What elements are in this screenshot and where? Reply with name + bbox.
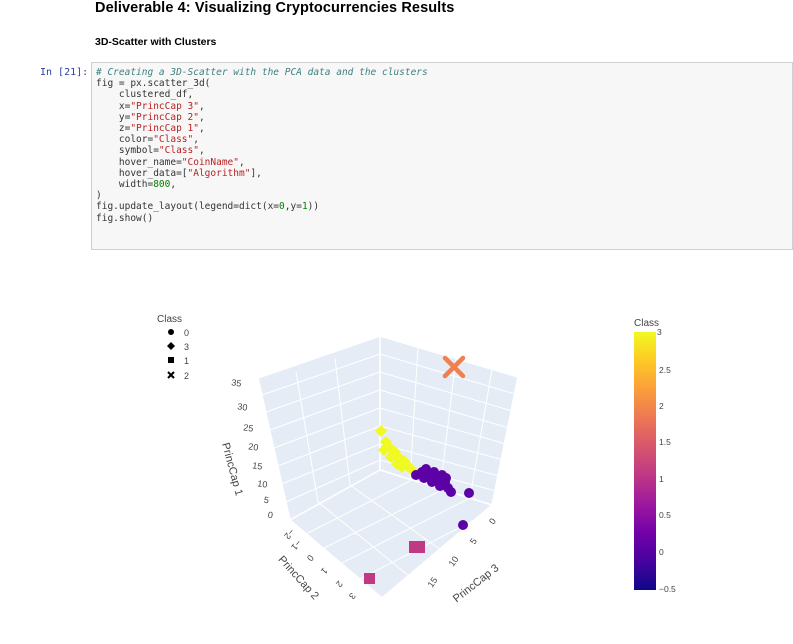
code-comment: # Creating a 3D-Scatter with the PCA dat… (96, 67, 428, 78)
code-line: clustered_df, (96, 89, 194, 101)
legend-label[interactable]: 0 (184, 328, 189, 338)
x-tick: 5 (468, 536, 479, 546)
code-text: y= (96, 111, 131, 123)
y-tick: 3 (347, 591, 358, 601)
series-class-0[interactable] (411, 464, 474, 530)
code-number: 1 (301, 201, 308, 213)
code-string: "Algorithm" (187, 167, 251, 179)
legend-label[interactable]: 3 (184, 342, 189, 352)
diamond-icon (167, 342, 175, 350)
code-text: width= (96, 179, 154, 191)
legend-label[interactable]: 2 (184, 371, 189, 381)
code-text: z= (96, 123, 131, 135)
code-text: ,y= (284, 201, 302, 213)
x-tick: 0 (487, 516, 498, 526)
x-axis-title: PrincCap 3 (451, 562, 501, 605)
code-number: 0 (279, 201, 285, 213)
data-point[interactable] (464, 488, 474, 498)
code-text: x= (96, 100, 131, 112)
colorbar-title: Class (634, 318, 659, 329)
x-tick: 15 (426, 575, 440, 589)
z-tick: 10 (257, 478, 268, 489)
z-tick: 35 (231, 377, 242, 388)
data-point[interactable] (375, 425, 387, 437)
colorbar-tick: 3 (657, 327, 662, 337)
code-text: hover_name= (96, 156, 182, 168)
colorbar-tick: 0.5 (659, 510, 671, 520)
y-tick: 2 (334, 579, 345, 589)
z-tick: 20 (248, 441, 259, 452)
code-string: "PrincCap 1" (130, 123, 199, 135)
colorbar: Class 3 2.5 2 1.5 1 0.5 0 −0.5 (634, 318, 676, 594)
code-text: , (198, 123, 205, 135)
legend[interactable]: Class 0 3 1 2 (157, 314, 189, 381)
code-text: , (198, 100, 205, 112)
code-line: fig.show() (96, 212, 154, 224)
colorbar-tick: 1.5 (659, 437, 671, 447)
y-tick: 1 (319, 566, 330, 576)
code-string: "Class" (153, 134, 194, 146)
z-tick: 5 (263, 495, 269, 506)
data-point[interactable] (385, 451, 397, 463)
z-tick: 15 (252, 460, 263, 471)
floor (288, 469, 494, 599)
scene-3d[interactable] (257, 334, 519, 599)
code-text: ], (250, 167, 262, 179)
code-string: "Class" (158, 145, 199, 157)
data-point[interactable] (364, 573, 375, 584)
data-point-stroke[interactable] (442, 355, 466, 379)
z-tick: 0 (267, 510, 273, 521)
colorbar-tick: 0 (659, 547, 664, 557)
colorbar-tick: 1 (659, 474, 664, 484)
section-heading: Deliverable 4: Visualizing Cryptocurrenc… (95, 0, 455, 16)
series-class-3[interactable] (375, 425, 418, 476)
code-cell[interactable]: # Creating a 3D-Scatter with the PCA dat… (91, 62, 793, 250)
data-point[interactable] (409, 541, 425, 553)
code-text: fig.update_layout(legend=dict(x= (96, 201, 280, 213)
z-tick: 25 (243, 422, 254, 433)
code-string: "PrincCap 2" (130, 111, 199, 123)
z-axis-title: PrincCap 1 (219, 441, 245, 497)
x-icon (167, 371, 175, 379)
y-tick: 0 (305, 553, 316, 563)
colorbar-tick: −0.5 (659, 584, 676, 594)
code-text: , (239, 156, 245, 168)
z-axis-ticks: 35 30 25 20 15 10 5 0 (231, 377, 274, 520)
colorbar-tick: 2 (659, 401, 664, 411)
data-point[interactable] (446, 487, 456, 497)
square-icon (168, 357, 174, 363)
series-class-1[interactable] (364, 541, 425, 584)
legend-label[interactable]: 1 (184, 356, 189, 366)
code-text: , (198, 111, 205, 123)
code-text: , (198, 145, 205, 157)
code-text: , (170, 179, 177, 191)
x-axis-ticks: 0 5 10 15 (426, 516, 499, 589)
code-text: )) (307, 201, 320, 213)
code-line: fig = px.scatter_3d( (96, 78, 211, 90)
code-string: "CoinName" (181, 156, 239, 168)
code-text: symbol= (96, 145, 159, 157)
code-text: , (193, 134, 199, 146)
code-text: hover_data=[ (96, 167, 188, 179)
code-number: 800 (153, 179, 171, 191)
subsection-heading: 3D-Scatter with Clusters (95, 36, 217, 48)
circle-icon (168, 329, 174, 335)
code-line: ) (96, 190, 102, 202)
z-tick: 30 (237, 401, 248, 412)
colorbar-gradient (634, 332, 656, 590)
x-tick: 10 (447, 554, 461, 568)
data-point[interactable] (441, 473, 451, 483)
code-string: "PrincCap 3" (130, 100, 199, 112)
data-point[interactable] (396, 461, 408, 473)
legend-title: Class (157, 314, 182, 325)
colorbar-tick: 2.5 (659, 365, 671, 375)
data-point[interactable] (458, 520, 468, 530)
code-text: color= (96, 134, 154, 146)
code-editor[interactable]: # Creating a 3D-Scatter with the PCA dat… (96, 67, 428, 224)
y-tick: −2 (282, 527, 296, 541)
series-class-2[interactable] (442, 355, 466, 379)
input-prompt: In [21]: (40, 67, 89, 78)
